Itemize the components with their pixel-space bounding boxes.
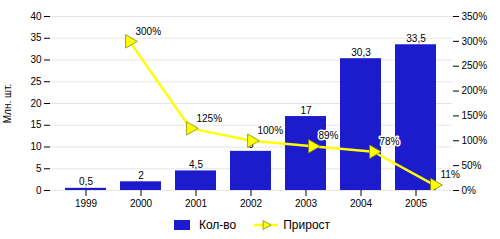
svg-text:89%: 89% (319, 130, 339, 141)
svg-text:300%: 300% (136, 26, 162, 37)
svg-text:2002: 2002 (240, 198, 263, 209)
svg-text:25: 25 (30, 76, 42, 87)
svg-text:4,5: 4,5 (189, 159, 203, 170)
svg-text:1999: 1999 (75, 198, 98, 209)
svg-text:0,5: 0,5 (79, 176, 93, 187)
html-text:Кол-во: Кол-во (198, 218, 237, 232)
svg-text:33,5: 33,5 (406, 33, 426, 44)
svg-text:150%: 150% (462, 110, 488, 121)
svg-text:15: 15 (30, 119, 42, 130)
svg-text:78%: 78% (380, 136, 400, 147)
svg-text:100%: 100% (258, 125, 284, 136)
svg-text:50%: 50% (462, 160, 482, 171)
html-text:Прирост: Прирост (283, 218, 331, 232)
svg-text:300%: 300% (462, 36, 488, 47)
svg-text:0%: 0% (462, 185, 477, 196)
svg-text:35: 35 (30, 32, 42, 43)
svg-text:Млн. шт.: Млн. шт. (2, 84, 13, 124)
svg-text:200%: 200% (462, 85, 488, 96)
svg-text:2003: 2003 (295, 198, 318, 209)
svg-text:20: 20 (30, 98, 42, 109)
svg-text:10: 10 (30, 141, 42, 152)
svg-text:2005: 2005 (405, 198, 428, 209)
svg-text:30,3: 30,3 (351, 47, 371, 58)
svg-text:2004: 2004 (350, 198, 373, 209)
svg-text:5: 5 (36, 163, 42, 174)
svg-text:250%: 250% (462, 60, 488, 71)
svg-text:11%: 11% (441, 169, 460, 180)
svg-text:40: 40 (30, 11, 42, 22)
svg-text:30: 30 (30, 54, 42, 65)
svg-text:0: 0 (36, 185, 42, 196)
svg-text:2: 2 (138, 170, 144, 181)
svg-text:350%: 350% (462, 11, 488, 22)
svg-text:2000: 2000 (130, 198, 153, 209)
svg-text:125%: 125% (197, 113, 223, 124)
svg-text:17: 17 (300, 105, 312, 116)
svg-text:100%: 100% (462, 135, 488, 146)
svg-text:2001: 2001 (185, 198, 208, 209)
